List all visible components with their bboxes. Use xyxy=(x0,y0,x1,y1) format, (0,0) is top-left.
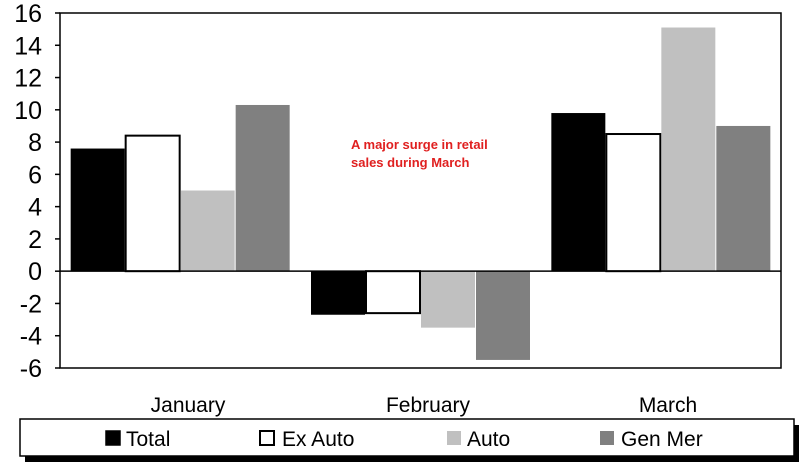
bar-auto-february xyxy=(421,271,475,328)
y-tick-label: -4 xyxy=(20,323,42,351)
bar-gen-mer-february xyxy=(476,271,530,360)
legend-swatch-gen-mer xyxy=(600,431,614,445)
legend-swatch-auto xyxy=(447,431,461,445)
y-tick-label: 10 xyxy=(14,97,42,125)
bar-gen-mer-march xyxy=(716,125,771,272)
bar-total-january xyxy=(70,148,125,272)
y-tick-label: 16 xyxy=(14,0,42,28)
bar-ex-auto-february xyxy=(365,270,421,315)
bar-ex-auto-january xyxy=(124,134,181,273)
legend-label-total: Total xyxy=(126,428,170,451)
x-label-january: January xyxy=(151,394,226,417)
bar-auto-january xyxy=(180,190,235,272)
y-tick-label: 12 xyxy=(14,65,42,93)
plot-frame xyxy=(59,12,782,369)
x-label-march: March xyxy=(639,394,697,417)
legend-label-auto: Auto xyxy=(467,428,510,451)
legend-label-gen-mer: Gen Mer xyxy=(621,428,703,451)
y-tick-label: 8 xyxy=(28,129,42,157)
bar-total-february xyxy=(311,271,365,315)
y-tick-label: 2 xyxy=(28,226,42,254)
axes xyxy=(55,12,782,369)
y-tick-label: 4 xyxy=(28,194,42,222)
bar-gen-mer-january xyxy=(235,104,290,272)
annotation-line-1: A major surge in retail xyxy=(351,137,488,152)
annotation-line-2: sales during March xyxy=(351,155,470,170)
legend-swatch-total xyxy=(105,430,121,446)
x-category-labels: January February March xyxy=(151,394,698,417)
y-tick-label: -6 xyxy=(20,355,42,383)
legend-swatch-ex-auto xyxy=(259,430,275,446)
y-axis-tick-labels: -6 -4 -2 0 2 4 6 8 10 12 14 16 xyxy=(14,0,42,383)
legend-label-ex-auto: Ex Auto xyxy=(282,428,354,451)
bar-ex-auto-march xyxy=(605,133,662,273)
x-label-february: February xyxy=(386,394,471,417)
annotation: A major surge in retail sales during Mar… xyxy=(351,137,488,170)
bar-total-march xyxy=(551,113,606,272)
y-tick-label: 0 xyxy=(28,258,42,286)
legend-box xyxy=(19,418,795,457)
bar-auto-march xyxy=(661,27,716,272)
bars xyxy=(70,27,771,360)
legend: Total Ex Auto Auto Gen Mer xyxy=(19,418,799,462)
y-tick-label: 6 xyxy=(28,161,42,189)
y-tick-label: 14 xyxy=(14,32,42,60)
y-tick-label: -2 xyxy=(20,290,42,318)
